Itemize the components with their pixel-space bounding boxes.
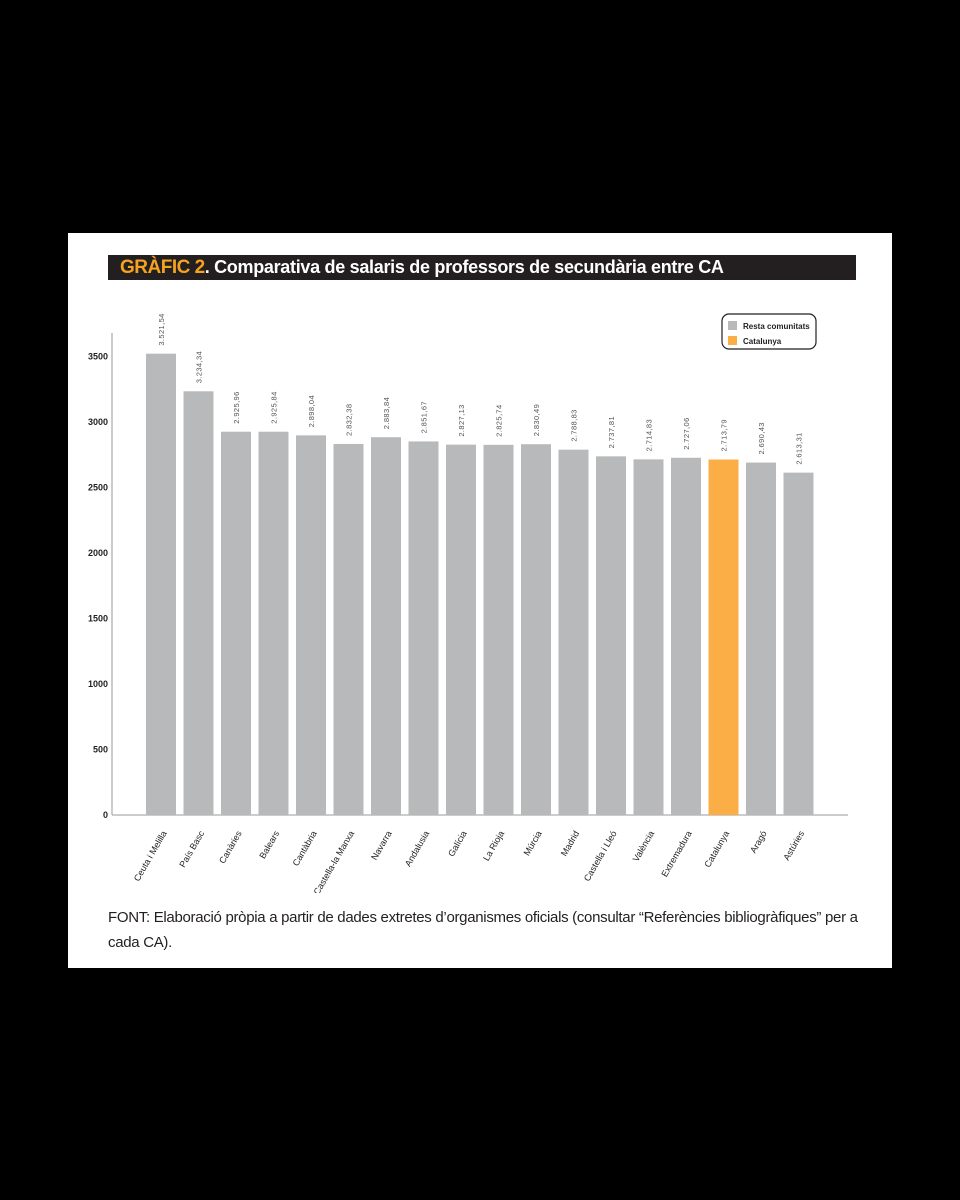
category-label: País Basc xyxy=(177,829,206,870)
legend-box xyxy=(721,313,817,350)
category-label: Cantàbria xyxy=(291,829,319,868)
value-label: 3.234,34 xyxy=(195,351,204,383)
value-label: 2.851,67 xyxy=(420,401,429,433)
bar-chart: 0 500 1000 1500 2000 2500 3000 3500 3.521,54 Ceut… xyxy=(88,313,848,893)
bar xyxy=(783,472,814,815)
category-label: Extremadura xyxy=(659,829,693,879)
value-label: 2.713,79 xyxy=(720,419,729,451)
y-tick-label: 1500 xyxy=(88,614,108,624)
legend-label: Resta comunitats xyxy=(743,322,810,331)
bar xyxy=(483,444,514,815)
category-label: Navarra xyxy=(369,829,394,862)
bar xyxy=(333,443,364,815)
value-label: 2.832,38 xyxy=(345,404,354,436)
legend-label: Catalunya xyxy=(743,337,782,346)
category-label: Canàries xyxy=(217,829,244,866)
bar xyxy=(633,459,664,815)
category-label: Castella-la Manxa xyxy=(312,829,357,893)
value-label: 2.788,83 xyxy=(570,409,579,441)
bar xyxy=(296,435,326,815)
legend-swatch xyxy=(728,321,737,330)
value-label: 2.825,74 xyxy=(495,404,504,436)
category-label: València xyxy=(631,829,657,863)
y-tick-label: 500 xyxy=(93,745,108,755)
bar xyxy=(596,456,626,815)
chart-card: GRÀFIC 2 . Comparativa de salaris de pro… xyxy=(68,233,892,968)
value-label: 2.714,83 xyxy=(645,419,654,451)
value-label: 2.613,31 xyxy=(795,432,804,464)
bar xyxy=(371,437,401,815)
value-label: 2.925,84 xyxy=(270,391,279,423)
source-note: FONT: Elaboració pròpia a partir de dade… xyxy=(108,909,858,951)
value-label: 2.898,04 xyxy=(307,395,316,427)
category-label: Aragó xyxy=(748,829,769,855)
category-label: Astúries xyxy=(781,829,806,863)
value-label: 2.827,13 xyxy=(457,404,466,436)
value-label: 2.830,49 xyxy=(532,404,541,436)
y-tick-label: 1000 xyxy=(88,679,108,689)
category-label: La Rioja xyxy=(481,829,506,863)
bar xyxy=(671,457,701,815)
bar xyxy=(521,444,551,815)
bar xyxy=(221,431,251,815)
bar xyxy=(408,441,439,815)
value-label: 2.737,81 xyxy=(607,416,616,448)
value-label: 2.925,96 xyxy=(232,391,241,423)
bar xyxy=(708,459,739,815)
y-tick-label: 3000 xyxy=(88,417,108,427)
category-label: Catalunya xyxy=(702,829,731,869)
value-label: 2.883,84 xyxy=(382,397,391,429)
bar xyxy=(446,444,476,815)
category-label: Castella i Lleó xyxy=(582,829,619,883)
bar xyxy=(183,391,214,815)
value-label: 3.521,54 xyxy=(157,313,166,345)
chart-title-bar: GRÀFIC 2 . Comparativa de salaris de pro… xyxy=(108,255,856,280)
category-label: Balears xyxy=(257,829,281,861)
category-label: Madrid xyxy=(559,829,581,858)
bar xyxy=(258,431,289,815)
bar xyxy=(558,449,589,815)
y-tick-label: 2500 xyxy=(88,483,108,493)
bar xyxy=(146,353,176,815)
value-label: 2.727,06 xyxy=(682,417,691,449)
chart-title: . Comparativa de salaris de professors d… xyxy=(204,257,724,277)
legend-swatch xyxy=(728,336,737,345)
category-label: Andalusia xyxy=(403,829,431,868)
chart-title-prefix: GRÀFIC 2 xyxy=(120,256,205,278)
y-tick-label: 0 xyxy=(103,810,108,820)
category-label: Ceuta i Melilla xyxy=(132,829,169,883)
value-label: 2.690,43 xyxy=(757,422,766,454)
category-label: Galícia xyxy=(446,829,469,858)
y-tick-label: 2000 xyxy=(88,548,108,558)
y-tick-label: 3500 xyxy=(88,352,108,362)
bar xyxy=(746,462,776,815)
category-label: Múrcia xyxy=(522,829,544,857)
